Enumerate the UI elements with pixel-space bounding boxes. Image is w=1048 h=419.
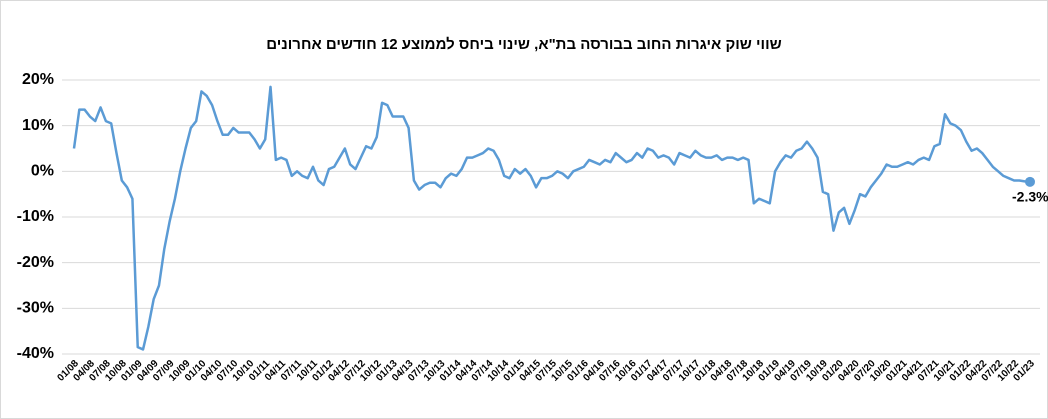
y-tick-label: -10%: [17, 208, 54, 225]
y-tick-label: -20%: [17, 254, 54, 271]
y-tick-label: 20%: [22, 71, 54, 88]
line: [72, 85, 1031, 351]
y-tick-label: 0%: [31, 163, 54, 180]
y-tick-label: -40%: [17, 345, 54, 362]
chart-title: שווי שוק איגרות החוב בבורסה בת"א, שינוי …: [266, 36, 781, 53]
end-marker: [1025, 176, 1035, 187]
y-tick-label: -30%: [17, 300, 54, 317]
data-label: -2.3%: [1012, 189, 1048, 205]
y-tick-label: 10%: [22, 117, 54, 134]
